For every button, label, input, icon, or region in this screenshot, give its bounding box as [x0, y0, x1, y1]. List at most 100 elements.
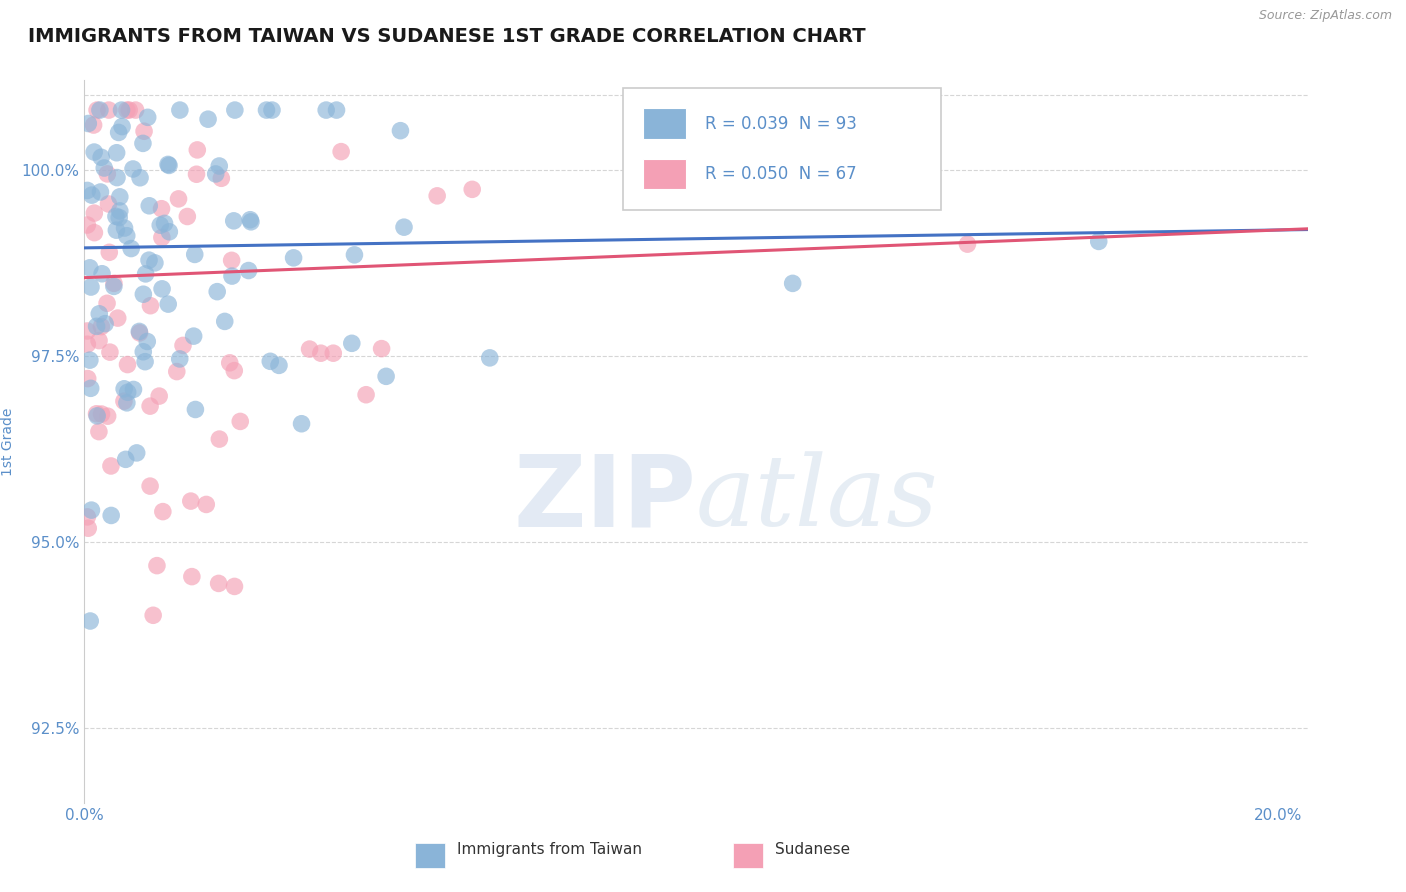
Point: [136, 334, 159, 349]
Point: [97, 197, 120, 211]
Point: [107, 311, 129, 326]
Point: [389, 123, 412, 137]
Point: [184, 402, 207, 417]
Point: [77, 521, 100, 535]
Point: [114, 221, 136, 235]
Point: [108, 211, 131, 225]
Point: [96, 296, 118, 310]
Point: [117, 385, 139, 400]
Point: [146, 558, 169, 573]
Point: [392, 220, 415, 235]
Point: [309, 346, 332, 360]
Point: [176, 210, 198, 224]
Point: [157, 158, 180, 172]
Point: [115, 228, 138, 243]
Point: [97, 409, 120, 424]
Bar: [644, 159, 686, 189]
Point: [157, 297, 180, 311]
Point: [110, 103, 132, 117]
Point: [283, 251, 305, 265]
Point: [169, 351, 191, 366]
Point: [166, 365, 188, 379]
Point: [108, 190, 131, 204]
Point: [700, 167, 723, 181]
Point: [186, 167, 208, 181]
Point: [169, 103, 191, 117]
Point: [325, 103, 347, 117]
Point: [239, 212, 262, 227]
Point: [76, 218, 98, 232]
Point: [183, 329, 205, 343]
Point: [118, 103, 141, 117]
Point: [114, 452, 136, 467]
Point: [108, 203, 131, 218]
Point: [100, 508, 122, 523]
Point: [208, 159, 231, 173]
Point: [205, 285, 228, 299]
Point: [224, 364, 246, 378]
Point: [136, 111, 159, 125]
Point: [98, 245, 121, 260]
Point: [90, 319, 112, 334]
Point: [80, 188, 103, 202]
Y-axis label: 1st Grade: 1st Grade: [0, 408, 14, 475]
Point: [112, 382, 135, 396]
Point: [132, 124, 155, 138]
Point: [79, 614, 101, 628]
Point: [89, 103, 111, 117]
Point: [138, 253, 160, 268]
Point: [132, 344, 155, 359]
Point: [186, 143, 208, 157]
Point: [135, 267, 157, 281]
Point: [260, 103, 283, 117]
Point: [204, 167, 226, 181]
Point: [142, 608, 165, 623]
Point: [156, 157, 179, 171]
Point: [315, 103, 337, 117]
Point: [86, 407, 108, 421]
Bar: [415, 843, 446, 868]
Point: [150, 230, 173, 244]
Point: [76, 371, 98, 385]
Point: [83, 226, 105, 240]
Point: [80, 503, 103, 517]
Text: Sudanese: Sudanese: [776, 842, 851, 857]
Point: [195, 498, 218, 512]
Point: [105, 223, 128, 237]
Point: [1087, 235, 1109, 249]
Point: [128, 326, 150, 340]
Point: [105, 170, 128, 185]
Point: [208, 576, 231, 591]
Point: [134, 354, 156, 368]
Point: [149, 218, 172, 232]
Point: [129, 170, 152, 185]
Point: [340, 336, 363, 351]
Point: [132, 287, 155, 301]
Point: [103, 277, 125, 291]
Point: [209, 171, 232, 186]
Point: [148, 389, 170, 403]
Point: [80, 381, 103, 395]
Point: [184, 247, 207, 261]
Point: [153, 216, 176, 230]
Point: [90, 407, 112, 421]
Text: ZIP: ZIP: [513, 450, 696, 548]
Point: [167, 192, 190, 206]
Point: [100, 458, 122, 473]
Point: [229, 414, 252, 428]
Point: [150, 202, 173, 216]
Point: [122, 383, 145, 397]
Point: [239, 215, 262, 229]
Point: [132, 136, 155, 151]
Point: [782, 277, 804, 291]
Point: [375, 369, 398, 384]
Point: [222, 214, 245, 228]
Point: [180, 494, 202, 508]
Point: [343, 248, 366, 262]
Point: [86, 103, 108, 117]
Point: [105, 145, 128, 160]
FancyBboxPatch shape: [623, 87, 941, 211]
Point: [86, 319, 108, 334]
Point: [76, 337, 98, 351]
Point: [79, 260, 101, 275]
